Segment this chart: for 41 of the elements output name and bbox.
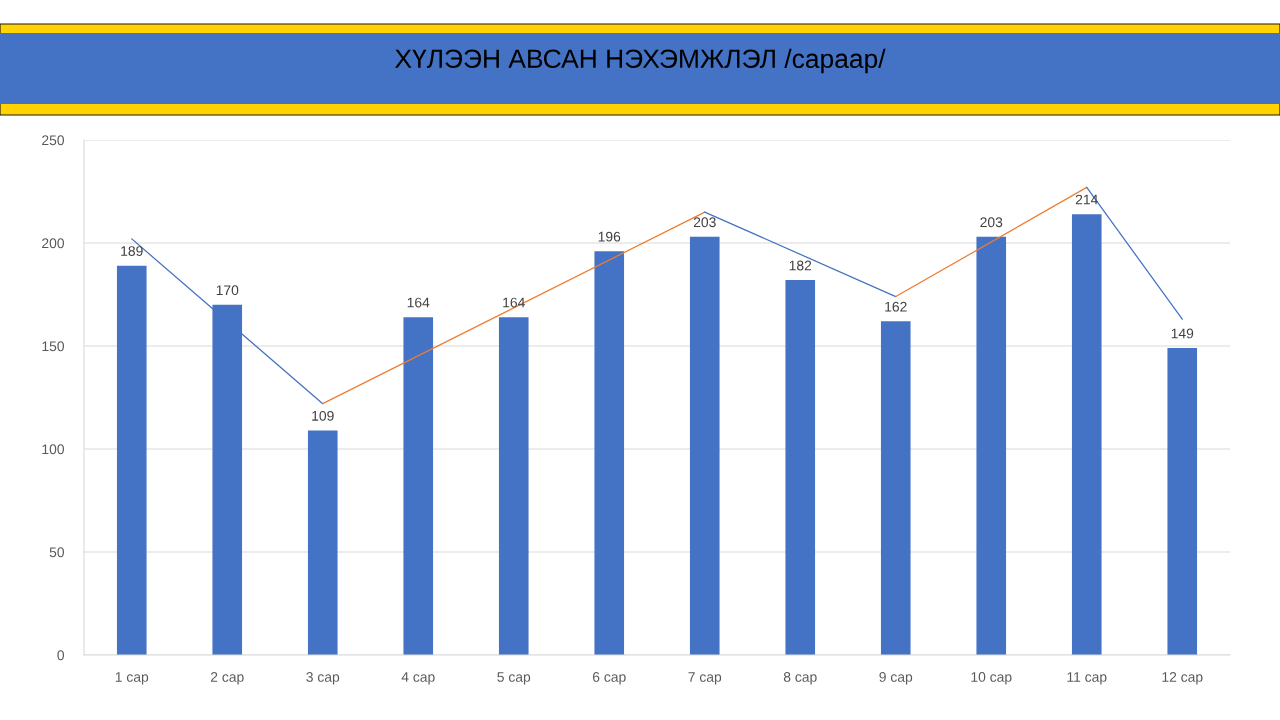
x-tick-label: 4 сар [401, 672, 435, 685]
x-tick-label: 9 сар [879, 672, 913, 685]
bar [307, 430, 338, 655]
data-label: 203 [693, 217, 716, 228]
data-label: 203 [980, 217, 1003, 228]
bar [880, 321, 911, 655]
x-tick-label: 1 сар [115, 672, 149, 685]
x-tick-label: 12 сар [1162, 672, 1203, 685]
x-tick-label: 10 сар [971, 672, 1012, 685]
bar [976, 236, 1007, 655]
x-tick-label: 2 сар [210, 672, 244, 685]
data-label: 109 [312, 410, 334, 421]
bar [116, 265, 147, 655]
x-tick-label: 3 сар [306, 672, 340, 685]
data-label: 182 [789, 260, 812, 271]
x-tick-label: 8 сар [783, 672, 817, 685]
bar [1071, 214, 1102, 655]
y-tick-label: 50 [49, 547, 65, 558]
bar [498, 317, 529, 655]
y-tick-label: 100 [42, 444, 65, 455]
data-label: 164 [503, 297, 525, 308]
data-label: 196 [598, 231, 621, 242]
data-label: 164 [407, 297, 430, 308]
x-tick-label: 7 сар [688, 672, 722, 685]
y-tick-label: 150 [42, 341, 65, 352]
data-label: 170 [216, 285, 239, 296]
y-tick-label: 250 [42, 135, 65, 146]
x-tick-label: 11 сар [1067, 672, 1107, 685]
bar [785, 280, 816, 655]
chart-title: ХҮЛЭЭН АВСАН НЭХЭМЖЛЭЛ /сараар/ [395, 48, 886, 74]
bar [594, 251, 625, 655]
y-tick-label: 200 [42, 238, 65, 249]
data-label: 149 [1171, 328, 1194, 339]
bar [403, 317, 434, 655]
x-tick-label: 5 сар [497, 672, 531, 685]
y-tick-label: 0 [57, 650, 65, 661]
bar [1167, 348, 1198, 655]
data-label: 189 [121, 246, 143, 256]
bar [689, 236, 720, 655]
x-tick-label: 6 сар [592, 672, 626, 685]
data-label: 162 [885, 301, 907, 312]
